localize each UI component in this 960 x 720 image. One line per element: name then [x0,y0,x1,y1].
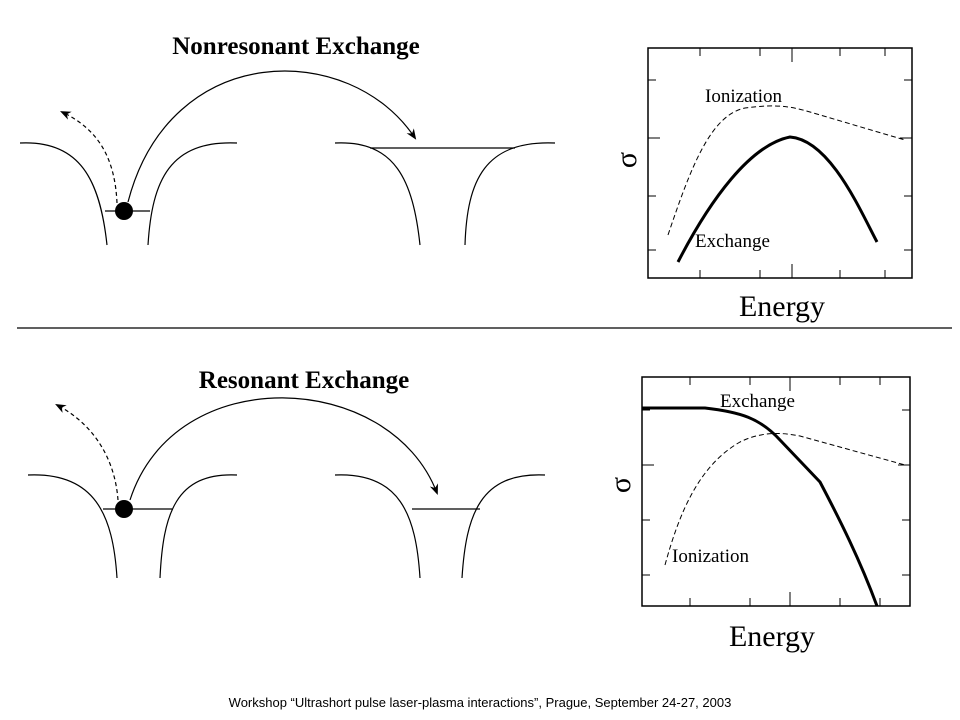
section-title: Resonant Exchange [199,367,409,394]
section-title: Nonresonant Exchange [172,33,420,60]
y-axis-label: σ [604,477,637,493]
plot: Ionization Exchange σ Energy [610,47,913,323]
curve-label: Ionization [705,86,783,107]
wells [27,397,546,579]
x-axis-label: Energy [729,620,815,653]
curve-label: Ionization [672,546,750,567]
wells [19,70,556,246]
curve-label: Exchange [695,231,770,252]
plot: Exchange Ionization σ Energy [604,376,911,653]
x-axis-label: Energy [739,290,825,323]
curve-label: Exchange [720,391,795,412]
footer: Workshop “Ultrashort pulse laser-plasma … [229,695,732,710]
y-axis-label: σ [610,152,643,168]
